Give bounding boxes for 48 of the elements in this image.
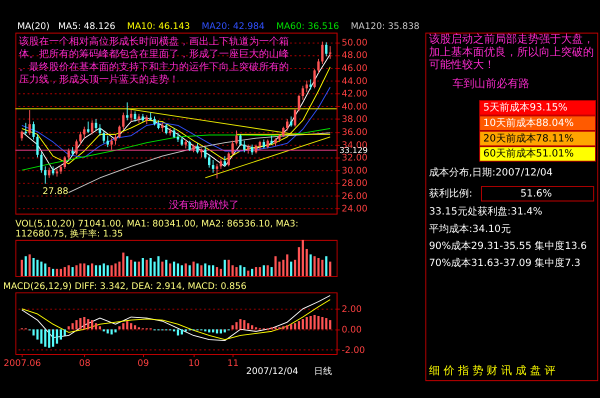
text: 该股启动之前局部走势强于大盘，加上基本面优良，所以向上突破的可能性较大！	[428, 32, 594, 71]
y-tick-label: 28.00	[342, 179, 368, 190]
text: 51.6%	[520, 188, 552, 200]
y-tick-label: -2.00	[342, 346, 366, 356]
chart-title: MACD(26,12,9) DIFF: 3.342, DEA: 2.914, MACD: 0.856	[3, 282, 247, 292]
text: 33.15元处获利盘:31.4%	[428, 206, 542, 218]
y-tick-label: 26.00	[342, 192, 368, 202]
x-tick-label: 09	[138, 359, 150, 370]
y-tick-label: 50.00	[342, 38, 368, 48]
text: 2007/12/04	[246, 366, 298, 377]
text: 平均成本:34.10元	[428, 222, 511, 235]
text: 5天前成本93.15%	[483, 102, 568, 114]
text: 细 价 指 势 财 讯 成 盘 评	[428, 364, 556, 377]
y-tick-label: 38.00	[342, 115, 368, 126]
y-tick-label: 48.00	[342, 51, 368, 62]
y-tick-label: 40.00	[342, 102, 368, 112]
x-tick-label: 10	[188, 359, 200, 370]
y-tick-label: 2.00	[342, 304, 362, 315]
x-tick-label: 11	[227, 359, 239, 370]
y-tick-label: 30.00	[342, 166, 368, 176]
y-tick-label: 24.00	[342, 204, 368, 215]
text: MA10: 46.143	[127, 22, 190, 32]
annotation: 27.88	[42, 186, 69, 197]
y-tick-label: 36.00	[342, 128, 368, 138]
text: MA60: 36.516	[276, 22, 340, 32]
y-tick-label: 0.00	[342, 325, 362, 336]
text: 车到山前必有路	[452, 76, 530, 90]
text: 获利比例:	[428, 187, 472, 200]
y-tick-label: 46.00	[342, 64, 368, 74]
chart-title: VOL(5,10,20) 71041.00, MA1: 80341.00, MA2: 86536.10, MA3: 112680.75, 换手率: 1.35	[15, 219, 298, 240]
text: MA5: 48.126	[58, 22, 116, 32]
x-tick-label: 08	[79, 359, 91, 370]
text: MA20: 42.984	[202, 22, 265, 32]
chart-title: MA(20)	[17, 22, 50, 32]
text: 60天前成本51.01%	[483, 148, 574, 160]
y-tick-label: 32.00	[342, 154, 368, 164]
x-tick-label: 2007.06	[4, 359, 42, 370]
text: 成本分布,日期:2007/12/04	[428, 166, 553, 179]
y-tick-label: 42.00	[342, 90, 368, 100]
text: 20天前成本78.11%	[483, 132, 574, 144]
annotation: 没有动静就快了	[169, 199, 240, 212]
y-tick-label: 44.00	[342, 76, 368, 87]
text: 70%成本31.63-37.09 集中度7.3	[428, 257, 581, 270]
annotation: 该股在一个相对高位形成长时间横盘，画出上下轨道为一个箱体。把所有的筹码峰都包含在里面了，形成了一座巨大的山峰。最终股价在基本面的支持下和主力的运作下向上突破所有的压力线，形成头顶一片蓝天的走势！	[19, 35, 290, 86]
text: 日线	[314, 366, 332, 377]
text: 90%成本29.31-35.55 集中度13.6	[428, 240, 587, 252]
text: MA120: 35.838	[350, 22, 420, 32]
text: 10天前成本88.04%	[483, 116, 574, 129]
